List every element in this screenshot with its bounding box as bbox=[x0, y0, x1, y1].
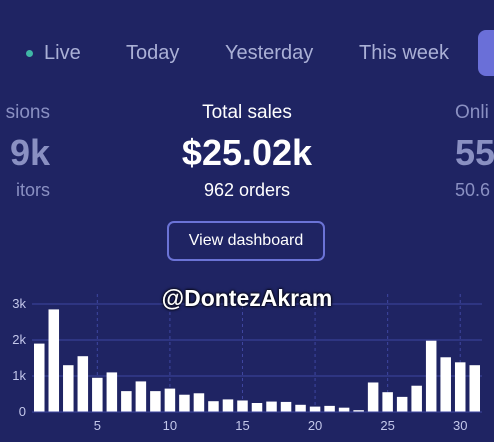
metric-sub: 50.6 bbox=[455, 180, 491, 200]
x-tick-label: 20 bbox=[308, 418, 322, 433]
sessions-metric-partial: sions 9k itors bbox=[0, 102, 50, 201]
chart-bar bbox=[396, 396, 408, 412]
period-tabs: Live Today Yesterday This week bbox=[0, 30, 494, 78]
tab-active-partial[interactable] bbox=[478, 30, 494, 76]
chart-bar bbox=[469, 365, 480, 412]
chart-bar bbox=[280, 401, 292, 412]
chart-bar bbox=[251, 403, 263, 412]
chart-bar bbox=[121, 391, 132, 412]
chart-bar bbox=[164, 388, 176, 412]
chart-bar bbox=[440, 357, 451, 412]
chart-bar bbox=[92, 377, 103, 412]
total-sales-value: $25.02k bbox=[181, 132, 313, 173]
chart-bar bbox=[179, 394, 190, 412]
metric-sub: itors bbox=[15, 180, 50, 200]
x-tick-label: 15 bbox=[235, 418, 249, 433]
tab-today[interactable]: Today bbox=[126, 42, 180, 64]
chart-bar bbox=[454, 362, 466, 412]
metric-value: 9k bbox=[9, 132, 50, 173]
y-tick-label: 0 bbox=[19, 404, 26, 419]
chart-bar bbox=[367, 382, 379, 412]
y-tick-label: 3k bbox=[12, 296, 26, 311]
chart-bar bbox=[237, 400, 248, 412]
tab-live[interactable]: Live bbox=[44, 42, 81, 64]
chart-bar bbox=[324, 405, 335, 412]
tab-yesterday[interactable]: Yesterday bbox=[225, 42, 314, 64]
total-sales-label: Total sales bbox=[202, 102, 292, 123]
tab-this-week[interactable]: This week bbox=[359, 42, 450, 64]
chart-bar bbox=[382, 392, 393, 412]
view-dashboard-button[interactable]: View dashboard bbox=[167, 221, 325, 261]
chart-bar bbox=[150, 391, 161, 412]
metric-label: Onli bbox=[455, 102, 489, 123]
chart-bar bbox=[34, 343, 45, 412]
total-sales-metric: Total sales $25.02k 962 orders bbox=[147, 102, 347, 201]
chart-bar bbox=[222, 399, 234, 412]
orders-count: 962 orders bbox=[203, 180, 291, 200]
daily-sales-chart: 0 1k 2k 3k 5 10 15 20 25 30 bbox=[12, 294, 482, 433]
chart-bar bbox=[48, 309, 60, 412]
metric-value: 55 bbox=[455, 132, 494, 173]
chart-bar bbox=[266, 401, 277, 412]
chart-bar bbox=[77, 356, 89, 412]
online-metric-partial: Onli 55 50.6 bbox=[455, 102, 494, 201]
chart-bar bbox=[193, 393, 205, 412]
chart-bar bbox=[353, 410, 364, 412]
chart-bar bbox=[309, 406, 321, 412]
x-tick-label: 25 bbox=[380, 418, 394, 433]
x-tick-label: 5 bbox=[94, 418, 101, 433]
live-status-dot-icon bbox=[26, 50, 33, 57]
chart-bar bbox=[338, 407, 350, 412]
chart-bar bbox=[106, 372, 118, 412]
y-tick-label: 1k bbox=[12, 368, 26, 383]
chart-bar bbox=[295, 404, 306, 412]
chart-bar bbox=[63, 365, 74, 412]
y-tick-label: 2k bbox=[12, 332, 26, 347]
metric-label: sions bbox=[5, 102, 50, 123]
chart-bar bbox=[425, 340, 437, 412]
x-tick-label: 10 bbox=[163, 418, 177, 433]
watermark: @DontezAkram bbox=[161, 285, 333, 311]
chart-bar bbox=[208, 401, 219, 412]
chart-bar bbox=[411, 385, 422, 412]
x-tick-label: 30 bbox=[453, 418, 467, 433]
chart-bar bbox=[135, 381, 147, 412]
